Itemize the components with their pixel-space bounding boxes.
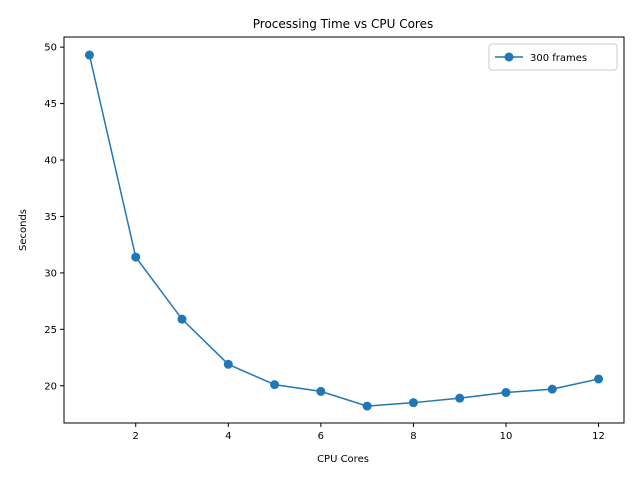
data-point bbox=[316, 386, 326, 396]
data-point bbox=[362, 401, 372, 411]
y-tick-label: 25 bbox=[44, 325, 57, 336]
x-axis-label: CPU Cores bbox=[317, 454, 369, 465]
chart-title: Processing Time vs CPU Cores bbox=[253, 17, 433, 31]
x-tick-label: 4 bbox=[225, 431, 231, 442]
series-line bbox=[88, 54, 599, 407]
legend: 300 frames bbox=[488, 43, 618, 71]
data-point bbox=[84, 50, 94, 60]
data-point bbox=[223, 359, 233, 369]
x-axis-ticks: 2 4 6 8 10 12 bbox=[133, 423, 605, 442]
y-tick-label: 30 bbox=[44, 268, 57, 279]
legend-label: 300 frames bbox=[530, 53, 587, 64]
data-point bbox=[594, 374, 604, 384]
x-tick-label: 2 bbox=[133, 431, 139, 442]
data-point bbox=[270, 380, 280, 390]
y-tick-label: 45 bbox=[44, 99, 57, 110]
plot-frame bbox=[63, 36, 625, 424]
data-point bbox=[131, 252, 141, 262]
data-point bbox=[408, 398, 418, 408]
data-point bbox=[177, 314, 187, 324]
y-tick-label: 50 bbox=[44, 43, 57, 54]
data-point bbox=[455, 393, 465, 403]
x-tick-label: 12 bbox=[592, 431, 605, 442]
legend-marker-swatch bbox=[504, 52, 514, 62]
data-point bbox=[501, 388, 511, 398]
y-tick-label: 35 bbox=[44, 212, 57, 223]
y-tick-label: 20 bbox=[44, 381, 57, 392]
legend-box bbox=[488, 43, 618, 71]
x-tick-label: 8 bbox=[410, 431, 416, 442]
series-300-frames bbox=[84, 50, 604, 411]
y-axis-ticks: 20 25 30 35 40 45 50 bbox=[44, 43, 64, 392]
x-tick-label: 6 bbox=[318, 431, 324, 442]
y-tick-label: 40 bbox=[44, 156, 57, 167]
series-layer bbox=[84, 50, 604, 411]
data-point bbox=[547, 384, 557, 394]
x-tick-label: 10 bbox=[500, 431, 513, 442]
y-axis-label: Seconds bbox=[18, 209, 29, 251]
